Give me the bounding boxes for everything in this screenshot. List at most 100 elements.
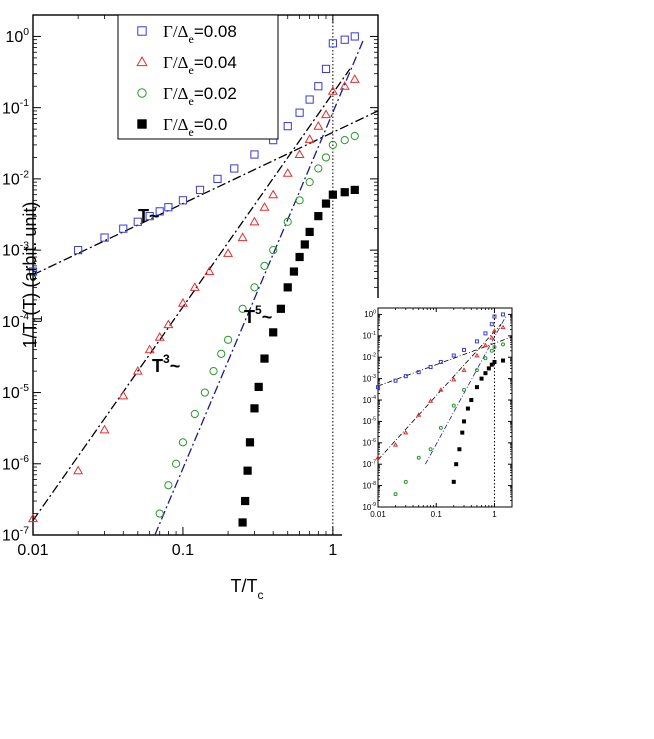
inset-data-point xyxy=(483,371,488,376)
annotation-superscript: 3 xyxy=(163,352,170,366)
inset-data-point xyxy=(428,398,434,403)
data-point xyxy=(340,188,349,197)
legend-marker xyxy=(137,26,147,36)
inset-data-point xyxy=(474,339,479,344)
data-point xyxy=(178,438,188,447)
y-tick-base: 10 xyxy=(2,171,20,188)
legend-label-base: Γ/Δ xyxy=(163,84,189,103)
y-axis-title: 1/T1(T) (arbit. unit) xyxy=(20,202,45,349)
y-tick-label: 10-3 xyxy=(2,241,29,260)
inset-data-point xyxy=(461,367,467,372)
inset-data-point xyxy=(482,342,489,348)
annotation-text: T xyxy=(244,307,255,327)
data-point xyxy=(350,32,359,41)
inset-y-tick-base: 10 xyxy=(362,353,371,362)
inset-y-tick-exponent: -1 xyxy=(371,331,376,337)
inset-fit-line xyxy=(377,323,502,461)
data-point xyxy=(133,217,142,226)
series-3 xyxy=(238,185,359,527)
data-point xyxy=(260,261,269,271)
inset-y-tick-exponent: -8 xyxy=(371,481,376,487)
inset-plot: 10-910-810-710-610-510-410-310-210-11000… xyxy=(342,298,514,536)
inset-data-point xyxy=(416,412,422,417)
data-point xyxy=(269,328,278,337)
inset-data-point xyxy=(438,387,444,392)
inset-data-point xyxy=(403,429,409,435)
legend-label: Γ/Δe=0.02 xyxy=(163,84,237,108)
inset-y-tick-label: 10-9 xyxy=(362,502,376,512)
data-point xyxy=(164,481,173,490)
inset-data-point xyxy=(483,331,488,336)
inset-data-point xyxy=(416,370,421,375)
data-point xyxy=(250,404,259,413)
data-point xyxy=(155,207,164,216)
inset-data-point xyxy=(465,406,470,411)
data-point xyxy=(245,438,255,447)
y-tick-label: 10-5 xyxy=(2,383,29,402)
inset-y-tick-base: 10 xyxy=(362,417,371,426)
y-tick-label: 10-7 xyxy=(2,525,29,544)
data-point xyxy=(283,122,292,131)
data-point xyxy=(295,252,304,262)
legend-marker xyxy=(137,88,147,98)
data-point xyxy=(230,164,239,173)
inset-data-point xyxy=(416,455,421,460)
inset-y-tick-label: 10-8 xyxy=(362,481,376,491)
y-tick-label: 10-1 xyxy=(2,98,29,117)
data-point xyxy=(268,189,279,199)
inset-data-point xyxy=(454,462,459,467)
data-point xyxy=(313,121,324,130)
inset-data-point xyxy=(393,378,398,383)
fit-line xyxy=(154,39,365,536)
data-point xyxy=(327,86,338,95)
inset-data-point xyxy=(460,430,465,435)
x-axis-title: T/Tc xyxy=(231,576,264,602)
data-point xyxy=(305,95,314,104)
inset-data-point xyxy=(462,387,467,392)
inset-data-point xyxy=(393,492,398,497)
data-point xyxy=(314,82,323,91)
data-point xyxy=(217,349,226,358)
data-point xyxy=(283,283,292,292)
series-2 xyxy=(155,131,359,518)
inset-data-point xyxy=(451,353,456,358)
data-point xyxy=(238,304,247,313)
inset-y-tick-exponent: -4 xyxy=(371,395,376,401)
inset-data-point xyxy=(428,364,433,369)
annotation: T~ xyxy=(138,206,160,226)
y-axis-title-sub: 1 xyxy=(31,315,45,322)
data-point xyxy=(223,335,233,344)
data-point xyxy=(339,81,350,90)
inset-series-1 xyxy=(375,324,506,460)
inset-y-tick-base: 10 xyxy=(362,503,371,512)
annotation-tilde: ~ xyxy=(170,356,181,376)
data-point xyxy=(349,74,360,83)
y-tick-base: 10 xyxy=(2,456,20,473)
data-point xyxy=(171,459,181,468)
legend-label: Γ/Δe=0.04 xyxy=(163,53,237,77)
data-point xyxy=(321,199,331,208)
data-point xyxy=(190,409,199,419)
legend-label: Γ/Δe=0.08 xyxy=(163,22,237,46)
inset-y-tick-exponent: -9 xyxy=(371,502,376,508)
data-point xyxy=(254,382,263,392)
data-point xyxy=(305,178,314,187)
inset-y-tick-base: 10 xyxy=(362,460,371,469)
y-tick-exponent: -5 xyxy=(20,383,29,394)
inset-data-point xyxy=(474,385,479,390)
inset-y-tick-label: 10-5 xyxy=(362,417,376,427)
series-1 xyxy=(27,74,360,523)
legend-label-value: =0.0 xyxy=(194,115,228,134)
data-point xyxy=(238,518,247,527)
y-tick-label: 100 xyxy=(5,27,29,46)
inset-fit-line xyxy=(377,336,513,387)
data-point xyxy=(195,185,205,195)
legend: Γ/Δe=0.08Γ/Δe=0.04Γ/Δe=0.02Γ/Δe=0.0 xyxy=(117,14,279,140)
data-point xyxy=(73,465,84,475)
data-point xyxy=(132,365,143,375)
inset-data-point xyxy=(489,322,494,327)
annotation-text: T~ xyxy=(138,206,160,226)
inset-x-tick-label: 0.1 xyxy=(431,510,443,519)
inset-plot-frame xyxy=(377,307,513,508)
